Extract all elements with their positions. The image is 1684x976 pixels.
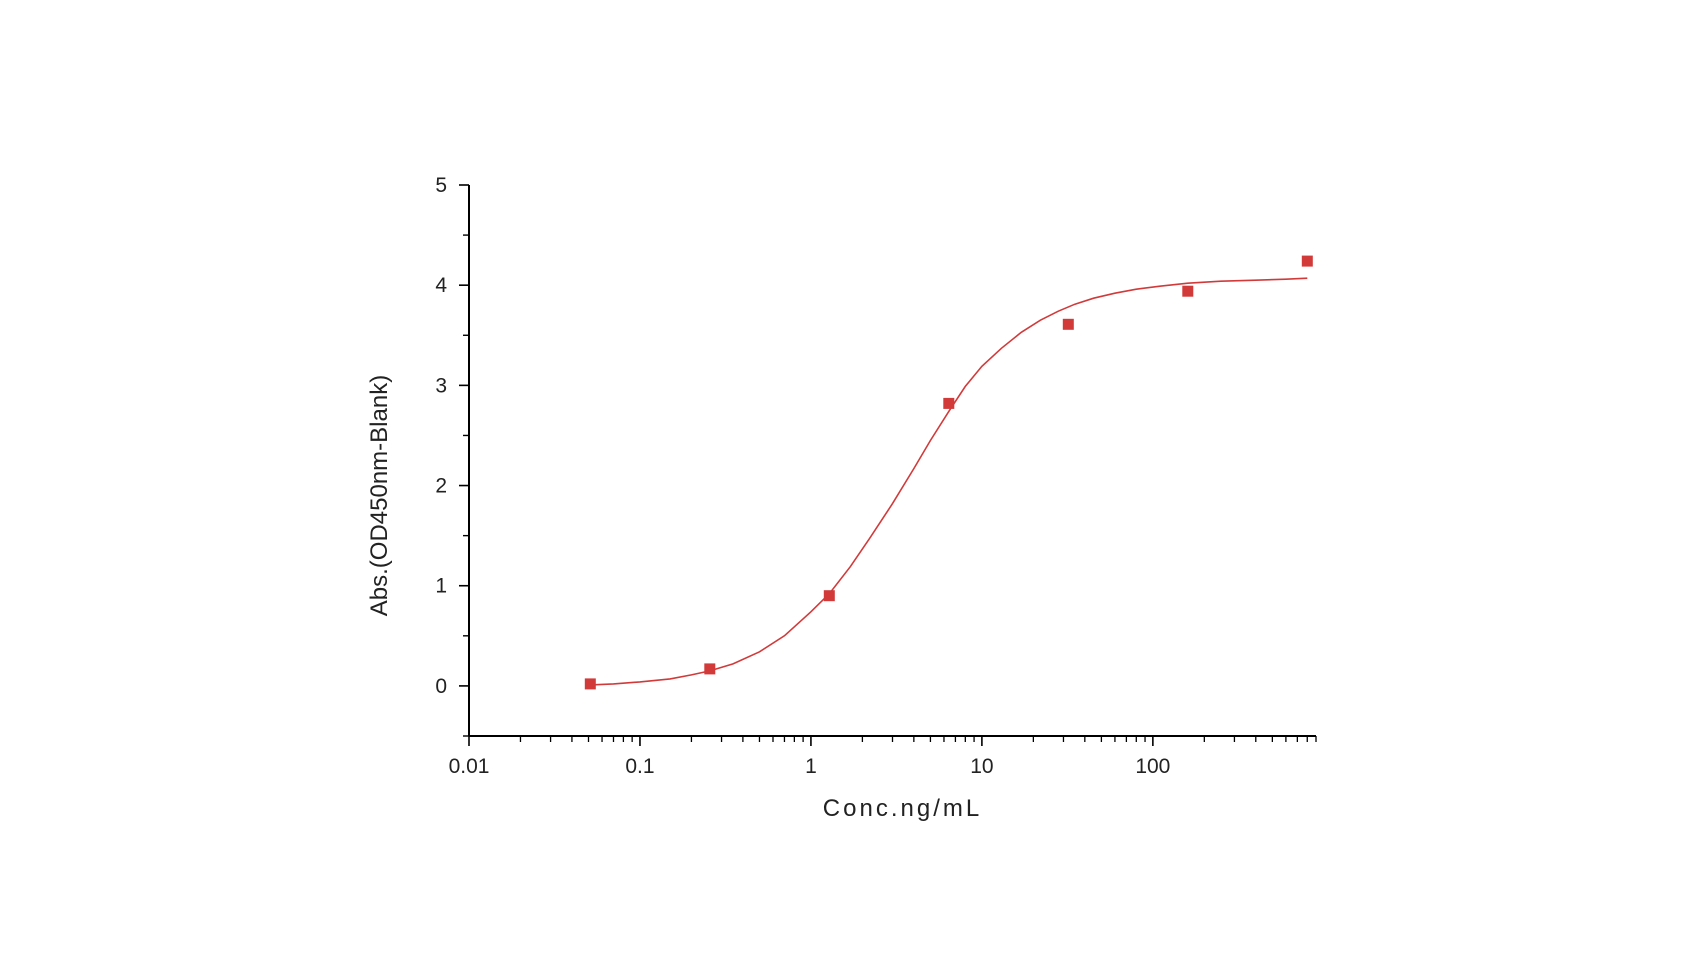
x-tick-label: 10 — [970, 755, 993, 778]
fit-curve-layer — [590, 277, 1308, 686]
y-tick-label: 4 — [435, 274, 447, 297]
data-point — [1182, 285, 1194, 297]
data-point — [1062, 318, 1074, 330]
x-tick-label: 1 — [805, 755, 817, 778]
y-tick-label: 5 — [435, 174, 447, 197]
axes — [468, 185, 1316, 737]
y-tick-label: 2 — [435, 475, 447, 498]
ticks: 0 1 2 3 4 5 0.01 0.1 1 10 100 — [435, 174, 1317, 778]
y-axis-title: Abs.(OD450nm-Blank) — [366, 375, 393, 616]
x-tick-label: 0.01 — [449, 755, 490, 778]
x-tick-label: 100 — [1135, 755, 1170, 778]
x-tick-label: 0.1 — [625, 755, 654, 778]
data-point — [943, 397, 955, 409]
data-point — [823, 590, 835, 602]
x-axis-title: Conc.ng/mL — [823, 795, 982, 822]
data-point — [704, 663, 716, 675]
data-point — [1301, 255, 1313, 267]
y-tick-label: 1 — [435, 575, 447, 598]
y-tick-label: 0 — [435, 675, 447, 698]
data-points — [584, 255, 1313, 690]
data-point — [584, 678, 596, 690]
fit-curve — [590, 277, 1308, 686]
y-tick-label: 3 — [435, 374, 447, 397]
